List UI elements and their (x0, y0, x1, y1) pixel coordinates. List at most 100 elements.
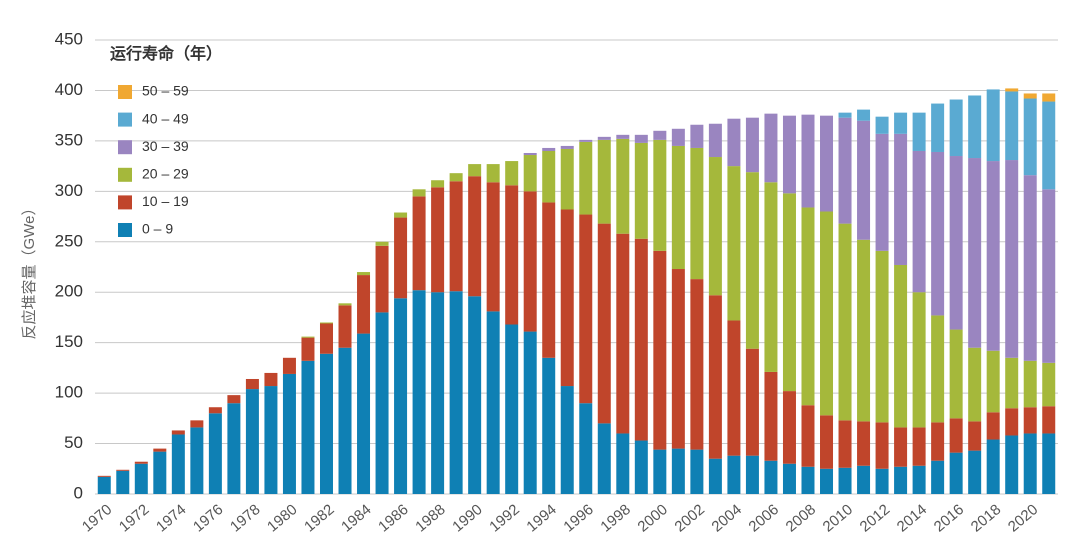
bar-segment (486, 164, 500, 183)
bar-segment (579, 141, 593, 215)
x-tick-label: 2014 (894, 501, 930, 535)
bar-segment (394, 298, 408, 494)
bar-segment (542, 357, 556, 494)
bar-segment (745, 455, 759, 494)
bar-segment (764, 113, 778, 183)
y-tick-label: 200 (55, 282, 83, 301)
bar-segment (875, 422, 889, 469)
x-tick-label: 1992 (486, 501, 522, 535)
x-tick-label: 1974 (153, 501, 189, 535)
legend-swatch (118, 112, 132, 127)
bar-segment (820, 468, 834, 494)
bar-segment (1005, 435, 1019, 494)
bar-segment (560, 145, 574, 149)
legend-swatch (118, 195, 132, 210)
y-tick-label: 450 (55, 29, 83, 48)
bar-segment (708, 123, 722, 158)
bar-segment (801, 114, 815, 208)
legend-swatch (118, 140, 132, 155)
x-tick-label: 2018 (968, 501, 1004, 535)
x-tick-label: 2008 (783, 501, 819, 535)
bar-segment (412, 189, 426, 197)
bar-segment (116, 469, 130, 471)
bar-segment (153, 451, 167, 494)
bar-segment (653, 139, 667, 251)
bar-segment (616, 433, 630, 494)
bar-segment (505, 185, 519, 325)
bar-segment (745, 172, 759, 349)
bar-segment (820, 211, 834, 416)
bar-segment (1005, 408, 1019, 436)
bar-segment (523, 331, 537, 494)
bar-segment (468, 176, 482, 297)
bar-segment (857, 239, 871, 422)
bar-segment (1023, 407, 1037, 434)
bar-segment (412, 290, 426, 494)
bar-segment (986, 412, 1000, 440)
bar-segment (1042, 189, 1056, 363)
bar-segment (1005, 91, 1019, 161)
bar-segment (616, 233, 630, 434)
bar-segment (634, 134, 648, 143)
bar-segment (820, 115, 834, 212)
bar-segment (671, 269, 685, 449)
bar-segment (634, 142, 648, 239)
bar-segment (208, 413, 222, 494)
bar-segment (708, 157, 722, 296)
bar-segment (1023, 175, 1037, 361)
bar-segment (357, 333, 371, 494)
bar-segment (542, 147, 556, 151)
bar-segment (727, 320, 741, 456)
bar-segment (542, 150, 556, 203)
bar-segment (986, 89, 1000, 162)
x-tick-label: 1976 (190, 501, 226, 535)
bar-segment (894, 264, 908, 428)
x-tick-label: 2012 (857, 501, 893, 535)
bar-segment (357, 272, 371, 276)
bar-segment (171, 430, 185, 435)
x-tick-label: 2006 (746, 501, 782, 535)
bar-segment (1005, 88, 1019, 92)
bar-segment (523, 152, 537, 156)
x-tick-label: 2002 (672, 501, 708, 535)
bar-segment (764, 460, 778, 494)
bar-segment (653, 449, 667, 494)
bar-segment (227, 395, 241, 404)
bar-segment (782, 193, 796, 392)
bar-segment (690, 279, 704, 450)
bar-segment (468, 164, 482, 177)
bar-segment (338, 305, 352, 348)
legend-label: 40 – 49 (142, 110, 189, 126)
bar-segment (1023, 360, 1037, 408)
bar-segment (357, 275, 371, 334)
bar-segment (894, 112, 908, 134)
bar-segment (875, 468, 889, 494)
bar-segment (931, 103, 945, 152)
bar-segment (838, 223, 852, 421)
bar-segment (727, 455, 741, 494)
bar-segment (931, 315, 945, 423)
bar-segment (782, 463, 796, 494)
legend-label: 20 – 29 (142, 166, 189, 182)
x-tick-label: 1994 (523, 501, 559, 535)
legend-label: 10 – 19 (142, 193, 189, 209)
bar-segment (245, 378, 259, 390)
x-tick-label: 1978 (227, 501, 263, 535)
bar-segment (375, 241, 389, 246)
bar-segment (134, 461, 148, 464)
bar-segment (431, 187, 445, 293)
bar-segment (912, 112, 926, 151)
bar-segment (190, 427, 204, 494)
y-tick-label: 400 (55, 80, 83, 99)
x-tick-label: 1988 (412, 501, 448, 535)
bar-segment (1023, 433, 1037, 494)
bar-segment (949, 156, 963, 330)
bar-segment (282, 373, 296, 494)
bar-segment (505, 324, 519, 494)
bar-segment (912, 150, 926, 293)
x-tick-label: 1998 (597, 501, 633, 535)
bar-segment (949, 418, 963, 453)
bar-segment (1042, 101, 1056, 190)
bar-segment (912, 427, 926, 466)
